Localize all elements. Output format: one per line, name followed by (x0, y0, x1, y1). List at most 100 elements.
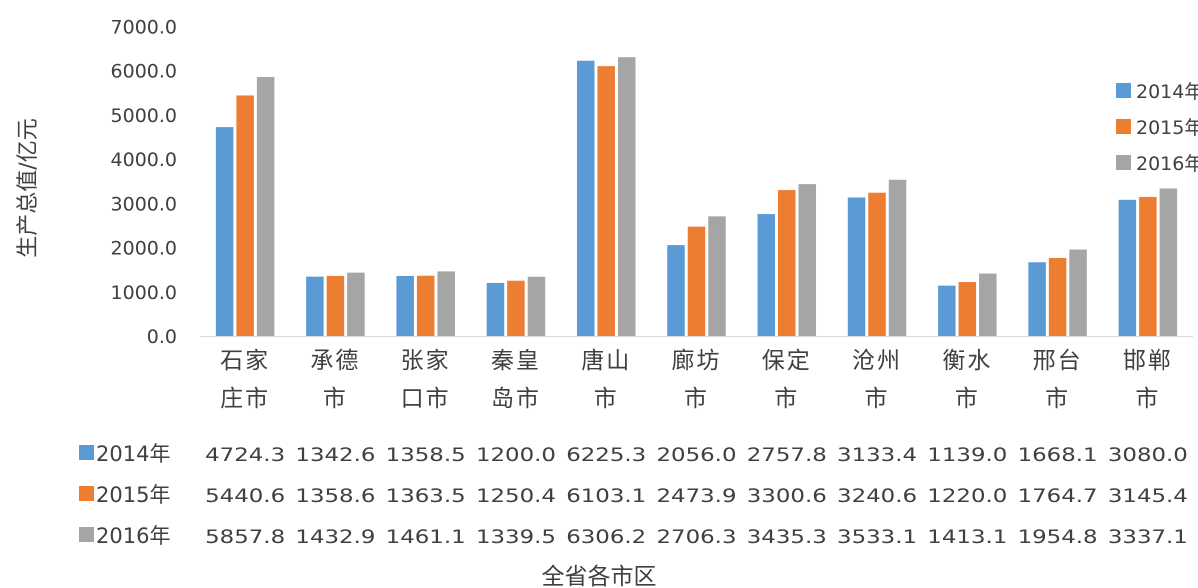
bar (938, 285, 956, 336)
legend-label: 2014年 (1136, 81, 1198, 103)
x-tick-label: 市 (955, 386, 980, 412)
bar (507, 280, 525, 336)
bar (888, 179, 907, 336)
bar (667, 245, 685, 336)
table-cell: 6225.3 (566, 444, 646, 466)
x-tick-label: 市 (774, 386, 799, 412)
bar (347, 272, 365, 336)
bar (1159, 188, 1178, 336)
x-tick-label: 市 (865, 386, 890, 412)
bar (1118, 199, 1137, 336)
table-cell: 5440.6 (205, 485, 285, 507)
x-tick-label: 秦皇 (491, 348, 541, 374)
table-cell: 4724.3 (205, 444, 285, 466)
bar (326, 275, 345, 336)
y-axis: 0.0 1000.0 2000.0 3000.0 4000.0 5000.0 6000.0 7… (111, 17, 177, 349)
table-cell: 6306.2 (566, 526, 646, 548)
bar (617, 57, 636, 336)
table-cell: 1363.5 (386, 485, 466, 507)
y-tick-label: 2000.0 (111, 238, 177, 260)
table-cell: 3240.6 (837, 485, 917, 507)
bar (1028, 262, 1046, 336)
legend: 2014年 2015年 2016年 (1116, 81, 1198, 175)
table-cell: 1220.0 (927, 485, 1007, 507)
bar (396, 275, 414, 336)
bar (527, 276, 546, 336)
legend-swatch (1116, 119, 1131, 134)
bar (687, 226, 706, 336)
table-cell: 1764.7 (1018, 485, 1098, 507)
x-tick-label: 庄市 (220, 386, 270, 412)
table-series-label: 2014年 (96, 442, 170, 466)
table-cell: 1668.1 (1018, 444, 1098, 466)
table-series-swatch (79, 445, 94, 460)
bar (256, 77, 275, 336)
x-tick-label: 石家 (220, 348, 270, 374)
x-tick-label: 唐山 (581, 348, 631, 374)
table-cell: 2056.0 (657, 444, 737, 466)
y-tick-label: 6000.0 (111, 61, 177, 83)
legend-label: 2016年 (1136, 153, 1198, 175)
y-tick-label: 4000.0 (111, 149, 177, 171)
table-series-swatch (79, 527, 94, 542)
y-tick-label: 3000.0 (111, 193, 177, 215)
table-cell: 3337.1 (1108, 526, 1188, 548)
table-series-label: 2015年 (96, 483, 170, 507)
bar (215, 127, 234, 337)
legend-swatch (1116, 155, 1131, 170)
legend-swatch (1116, 83, 1131, 98)
x-tick-label: 邯郸 (1123, 348, 1173, 374)
bar (708, 216, 726, 336)
table-cell: 1413.1 (927, 526, 1007, 548)
table-cell: 5857.8 (205, 526, 285, 548)
bar (847, 197, 866, 336)
table-cell: 1358.5 (386, 444, 466, 466)
table-cell: 1432.9 (295, 526, 375, 548)
table-cell: 1339.5 (476, 526, 556, 548)
y-tick-label: 7000.0 (111, 17, 177, 39)
table-cell: 3080.0 (1108, 444, 1188, 466)
table-cell: 2706.3 (657, 526, 737, 548)
x-tick-label: 市 (323, 386, 348, 412)
x-tick-label: 张家 (401, 348, 451, 374)
x-tick-label: 岛市 (491, 386, 541, 412)
bar (236, 95, 254, 336)
table-cell: 3533.1 (837, 526, 917, 548)
table-cell: 3133.4 (837, 444, 917, 466)
table-cell: 3435.3 (747, 526, 827, 548)
x-tick-label: 邢台 (1033, 348, 1083, 374)
table-cell: 1342.6 (295, 444, 375, 466)
table-cell: 1358.6 (295, 485, 375, 507)
y-tick-label: 0.0 (147, 326, 177, 348)
y-tick-label: 5000.0 (111, 105, 177, 127)
bar (416, 275, 435, 336)
bar (576, 60, 595, 336)
table-cell: 2757.8 (747, 444, 827, 466)
x-tick-label: 承德 (310, 348, 360, 374)
x-tick-label: 口市 (401, 386, 451, 412)
y-axis-label: 生产总值/亿元 (16, 118, 41, 257)
x-tick-label: 市 (1045, 386, 1070, 412)
bar (1048, 257, 1067, 336)
bar (778, 190, 796, 336)
table-cell: 1461.1 (386, 526, 466, 548)
table-series-swatch (79, 486, 94, 501)
x-tick-label: 市 (684, 386, 709, 412)
y-tick-label: 1000.0 (111, 282, 177, 304)
legend-label: 2015年 (1136, 117, 1198, 139)
table-cell: 6103.1 (566, 485, 646, 507)
table-series-label: 2016年 (96, 524, 170, 548)
bar (486, 282, 505, 336)
bar (798, 184, 817, 336)
bar (979, 273, 997, 336)
x-tick-label: 廊坊 (672, 348, 722, 374)
bar (1069, 249, 1087, 336)
table-cell: 3300.6 (747, 485, 827, 507)
bar (868, 192, 886, 336)
data-table: 2014年 4724.3 1342.6 1358.5 1200.0 6225.3 2056.… (79, 442, 1188, 548)
bar (437, 271, 455, 336)
table-cell: 1954.8 (1018, 526, 1098, 548)
table-cell: 1139.0 (927, 444, 1007, 466)
